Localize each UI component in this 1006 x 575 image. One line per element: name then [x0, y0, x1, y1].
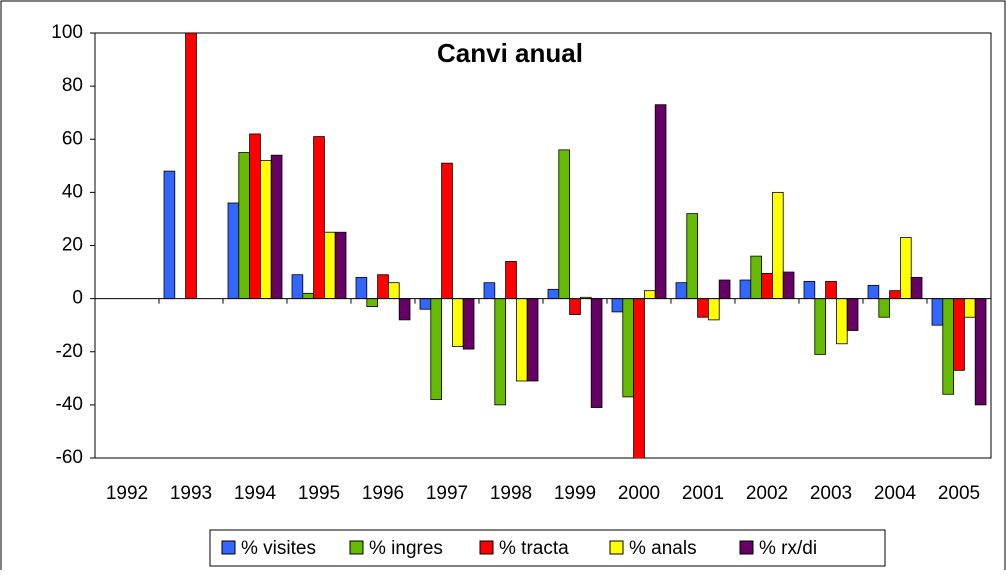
y-tick-label: 40	[62, 181, 83, 202]
y-tick-label: 20	[62, 235, 83, 256]
bar	[675, 282, 688, 300]
bar	[836, 298, 848, 345]
bar	[227, 202, 240, 300]
legend-swatch	[349, 540, 364, 555]
x-tick-label: 1998	[490, 483, 532, 504]
legend-swatch	[739, 540, 754, 555]
x-tick-label: 2005	[938, 483, 980, 504]
y-tick-label: 0	[72, 288, 83, 309]
bar	[611, 298, 624, 313]
bar	[505, 261, 517, 300]
bar	[441, 162, 453, 300]
bar	[739, 279, 752, 300]
bar	[942, 298, 954, 395]
y-tick-label: 60	[62, 128, 83, 149]
bar	[259, 160, 272, 300]
x-tick-label: 2003	[810, 483, 852, 504]
bar	[878, 298, 890, 318]
bar	[900, 237, 912, 300]
bar	[302, 292, 314, 300]
bar	[291, 274, 304, 300]
bar	[558, 149, 570, 300]
bar	[814, 298, 826, 355]
bar	[644, 290, 656, 300]
bar	[366, 298, 378, 307]
legend-label: % rx/di	[759, 538, 817, 559]
chart-title: Canvi anual	[437, 38, 583, 68]
legend-label: % tracta	[499, 538, 569, 559]
bar	[633, 298, 645, 458]
bar	[569, 298, 581, 315]
bar	[451, 298, 464, 347]
bar	[622, 298, 634, 398]
bar	[686, 213, 698, 300]
y-tick-label: -20	[56, 341, 83, 362]
x-tick-label: 1992	[106, 483, 148, 504]
x-tick-label: 1996	[362, 483, 404, 504]
legend-box	[209, 529, 886, 567]
bar	[782, 271, 795, 300]
bar	[910, 276, 923, 300]
bar	[313, 136, 325, 300]
x-tick-label: 1993	[170, 483, 212, 504]
y-tick-label: -60	[56, 447, 83, 468]
bar	[718, 279, 731, 300]
bar	[462, 298, 475, 350]
x-tick-label: 2001	[682, 483, 724, 504]
bar	[494, 298, 506, 406]
x-tick-label: 1994	[234, 483, 277, 504]
bar	[761, 272, 773, 300]
bar	[419, 298, 432, 310]
legend-swatch	[609, 540, 624, 555]
bar	[590, 298, 603, 408]
bar	[803, 280, 816, 300]
bar	[547, 288, 560, 300]
bars	[163, 33, 987, 458]
bar	[323, 231, 336, 300]
bar	[387, 282, 400, 300]
bar	[516, 298, 528, 382]
bar	[889, 290, 901, 300]
legend-swatch	[479, 540, 494, 555]
bar	[163, 170, 176, 300]
legend-label: % anals	[629, 538, 697, 559]
bar	[430, 298, 442, 400]
bar	[238, 152, 251, 300]
bar	[398, 298, 411, 321]
x-tick-label: 1995	[298, 483, 340, 504]
bar	[654, 104, 667, 300]
bar	[846, 298, 859, 331]
bar	[355, 276, 368, 300]
y-tick-label: 80	[62, 75, 83, 96]
legend-swatch	[221, 540, 236, 555]
y-tick-label: 100	[51, 22, 83, 43]
y-tick-label: -40	[56, 394, 83, 415]
bar	[772, 191, 784, 300]
bar	[964, 298, 976, 318]
bar	[953, 298, 965, 371]
bar	[334, 231, 347, 300]
bar	[708, 298, 720, 321]
bar	[377, 274, 389, 300]
legend-label: % visites	[241, 538, 316, 559]
bar	[249, 133, 261, 300]
x-tick-label: 2004	[874, 483, 917, 504]
legend-label: % ingres	[369, 538, 443, 559]
bar	[697, 298, 709, 318]
bar	[931, 298, 944, 326]
bar	[974, 298, 987, 406]
bar	[825, 280, 837, 300]
x-tick-label: 2000	[618, 483, 660, 504]
x-tick-label: 1997	[426, 483, 468, 504]
x-tick-label: 2002	[746, 483, 788, 504]
x-tick-label: 1999	[554, 483, 596, 504]
bar	[867, 284, 880, 300]
bar	[750, 255, 762, 300]
bar	[526, 298, 539, 382]
bar	[185, 33, 197, 300]
bar	[483, 282, 496, 300]
bar	[270, 154, 283, 300]
